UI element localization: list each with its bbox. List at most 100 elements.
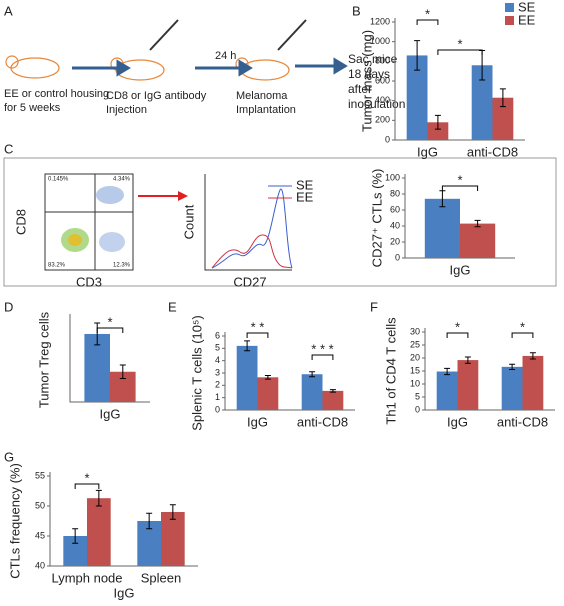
error-bar <box>444 367 451 376</box>
axis-label: CD8 <box>13 209 28 235</box>
significance-label: * <box>455 319 460 334</box>
y-axis-label: Splenic T cells (10⁵) <box>189 315 204 430</box>
y-tick-label: 5 <box>415 391 420 401</box>
axis-label: CD27 <box>233 274 266 289</box>
y-tick-label: 55 <box>35 470 45 480</box>
step-text: Injection <box>106 104 147 116</box>
panel-c-frame <box>3 157 557 287</box>
arrows <box>72 57 348 77</box>
y-tick-label: 0 <box>385 134 390 144</box>
y-tick-label: 4 <box>215 355 220 365</box>
bar <box>301 374 323 410</box>
arrow-label: 24 h <box>215 50 236 62</box>
step-text: after <box>348 82 372 96</box>
bar <box>436 371 458 410</box>
legend-label: EE <box>518 12 536 27</box>
syringe <box>277 19 307 51</box>
y-tick-label: 1 <box>215 392 220 402</box>
x-tick-label: IgG <box>450 262 471 277</box>
step-text: for 5 weeks <box>4 102 61 114</box>
significance-bracket <box>96 327 124 333</box>
significance-label: * <box>425 6 430 21</box>
y-axis-label: Th1 of CD4 T cells <box>383 317 398 425</box>
error-bar <box>95 489 102 507</box>
x-tick-label: IgG <box>100 406 121 421</box>
y-tick-label: 100 <box>385 172 400 182</box>
y-tick-label: 25 <box>410 339 420 349</box>
bar <box>406 55 428 140</box>
significance-bracket <box>441 185 479 191</box>
x-axis-label: IgG <box>114 585 135 600</box>
step-text: Sac mice <box>348 52 398 66</box>
y-tick-label: 800 <box>375 56 390 66</box>
y-axis-label: Tumor mass (mg) <box>359 30 374 132</box>
error-bar <box>509 363 516 370</box>
step-text: CD8 or IgG antibody <box>106 90 207 102</box>
syringes <box>149 19 307 51</box>
y-tick-label: 2 <box>215 380 220 390</box>
y-tick-label: 400 <box>375 95 390 105</box>
y-tick-label: 40 <box>35 560 45 570</box>
y-tick-label: 45 <box>35 530 45 540</box>
significance-bracket <box>74 483 100 489</box>
step-text: EE or control housing <box>4 88 109 100</box>
flow-plot-frame <box>44 173 134 271</box>
significance-label: * <box>457 172 462 187</box>
error-bar <box>72 528 79 544</box>
error-bar <box>499 88 506 108</box>
y-tick-label: 1000 <box>370 36 390 46</box>
y-tick-label: 6 <box>215 330 220 340</box>
significance-label: * <box>84 470 89 485</box>
syringe <box>149 19 179 51</box>
error-bar <box>474 219 481 228</box>
axis-label: CD3 <box>76 274 102 289</box>
significance-label: * <box>520 319 525 334</box>
legend-label: EE <box>296 189 314 204</box>
mouse-head <box>5 55 19 69</box>
bar <box>471 65 493 140</box>
y-tick-label: 50 <box>35 500 45 510</box>
y-tick-label: 30 <box>410 326 420 336</box>
y-tick-label: 200 <box>375 115 390 125</box>
y-tick-label: 1200 <box>370 16 390 26</box>
panel-label: C <box>4 141 13 156</box>
bar <box>236 345 258 410</box>
significance-bracket <box>511 332 534 338</box>
x-tick-label: IgG <box>247 414 268 429</box>
histogram-curve <box>211 188 293 269</box>
histogram-axes <box>204 174 292 271</box>
bar <box>161 512 185 566</box>
legend-label: SE <box>518 0 536 14</box>
y-tick-label: 60 <box>390 204 400 214</box>
significance-label: * <box>107 314 112 329</box>
panel-label: B <box>352 3 361 18</box>
y-axis-label: CD27⁺ CTLs (%) <box>369 169 384 268</box>
panel-label: G <box>4 449 14 464</box>
bar <box>424 198 460 258</box>
y-tick-label: 20 <box>390 236 400 246</box>
step-text: Melanoma <box>236 90 288 102</box>
x-tick-label: Lymph node <box>51 570 122 585</box>
step-text: 18 days <box>348 67 390 81</box>
density-core <box>68 234 82 246</box>
axis-label: Count <box>181 204 196 239</box>
error-bar <box>146 512 153 530</box>
y-axis-label: Tumor Treg cells <box>36 311 51 408</box>
error-bar <box>264 374 271 380</box>
x-tick-label: Spleen <box>141 570 181 585</box>
error-bar <box>309 371 316 378</box>
y-tick-label: 3 <box>215 367 220 377</box>
error-bar <box>529 352 536 360</box>
y-tick-label: 15 <box>410 365 420 375</box>
panel-label: D <box>4 299 13 314</box>
significance-label: * <box>457 36 462 51</box>
bar <box>137 521 161 566</box>
bar <box>522 355 544 410</box>
significance-bracket <box>416 19 439 25</box>
panel-label: F <box>370 299 378 314</box>
density-cloud <box>96 186 124 204</box>
significance-bracket <box>437 49 483 55</box>
error-bar <box>94 322 101 346</box>
arrow-head <box>333 57 348 75</box>
bar <box>87 498 111 566</box>
